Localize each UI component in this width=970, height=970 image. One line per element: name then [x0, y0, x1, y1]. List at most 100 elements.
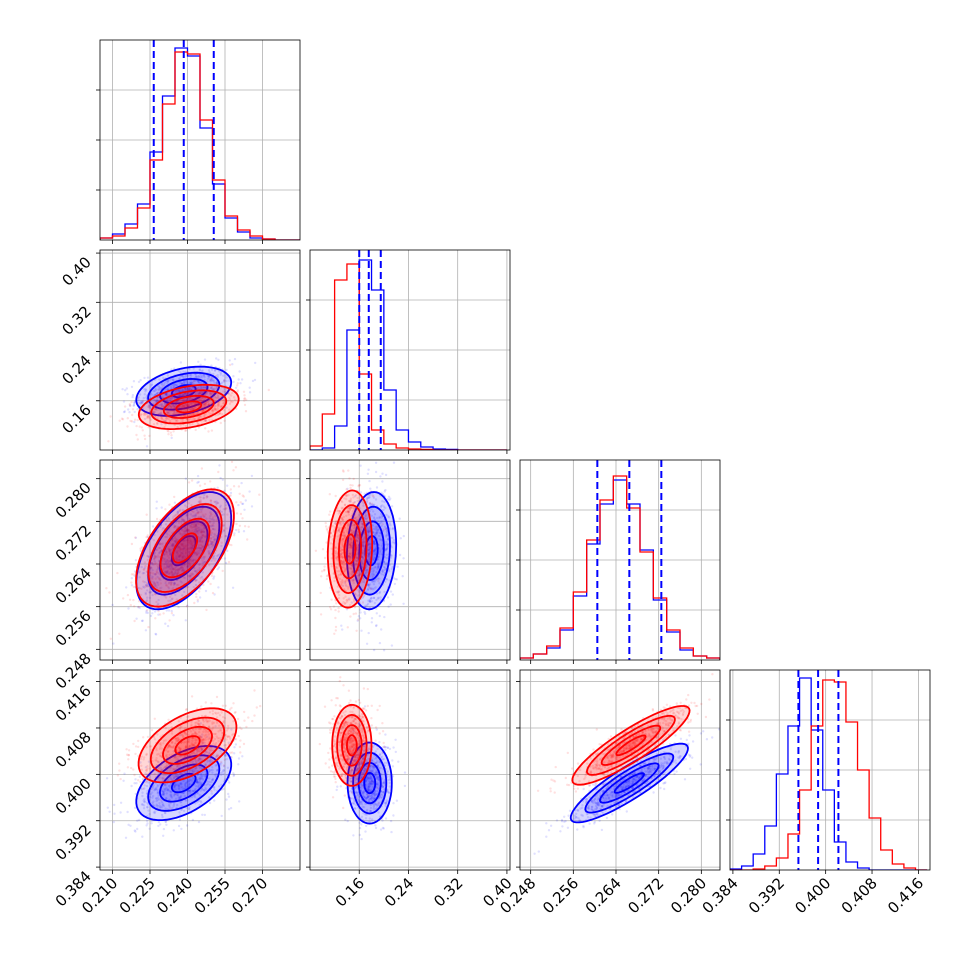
scatter-point [145, 599, 149, 602]
scatter-point [199, 783, 202, 786]
scatter-point [172, 614, 175, 617]
scatter-point [183, 590, 186, 594]
scatter-point [165, 394, 168, 397]
scatter-point [204, 427, 207, 430]
scatter-point [243, 397, 246, 400]
scatter-point [198, 537, 201, 540]
density-fill [136, 492, 232, 610]
scatter-point [162, 376, 165, 380]
scatter-point [196, 781, 199, 784]
scatter-point [159, 578, 162, 582]
scatter-point [376, 516, 379, 520]
scatter-point [162, 834, 165, 837]
scatter-point [201, 733, 204, 736]
scatter-point [167, 572, 170, 575]
scatter-point [174, 775, 177, 778]
scatter-point [353, 495, 357, 498]
scatter-point [133, 400, 136, 403]
scatter-point [123, 410, 127, 413]
scatter-point [181, 518, 184, 521]
scatter-point [367, 583, 370, 586]
scatter-point [368, 502, 372, 505]
scatter-point [146, 611, 149, 615]
scatter-point [145, 535, 148, 539]
scatter-point [341, 537, 345, 541]
scatter-point [198, 529, 201, 532]
scatter-point [172, 750, 175, 753]
scatter-point [189, 408, 192, 411]
histogram-series-0 [520, 479, 720, 660]
scatter-point [338, 509, 341, 513]
scatter-point [163, 563, 166, 566]
histogram-series-0 [100, 47, 300, 240]
scatter-point [225, 368, 228, 372]
scatter-point [215, 755, 218, 759]
scatter-point [206, 782, 210, 786]
scatter-point [146, 585, 150, 588]
scatter-point [159, 805, 162, 808]
contour-line-series-1 [175, 400, 203, 414]
scatter-point [177, 510, 180, 513]
scatter-point [168, 564, 171, 567]
scatter-point [371, 524, 374, 527]
scatter-point [193, 379, 196, 383]
scatter-point [191, 545, 195, 548]
scatter-point [216, 568, 219, 571]
scatter-point [172, 794, 176, 797]
scatter-point [178, 782, 182, 785]
scatter-point [202, 515, 205, 518]
scatter-point [349, 541, 353, 544]
scatter-point [183, 530, 186, 534]
scatter-point [203, 378, 206, 382]
scatter-point [165, 570, 169, 574]
scatter-point [187, 561, 190, 564]
density-fill [163, 395, 214, 418]
scatter-point [223, 754, 227, 757]
scatter-point [379, 596, 382, 599]
scatter-point [170, 436, 173, 440]
scatter-point [375, 624, 378, 627]
scatter-point [180, 782, 183, 785]
scatter-point [209, 392, 212, 395]
scatter-point [198, 417, 201, 420]
scatter-point [172, 567, 175, 571]
scatter-point [385, 556, 388, 560]
scatter-point [356, 540, 359, 543]
scatter-point [243, 403, 247, 407]
scatter-point [345, 488, 348, 491]
scatter-point [205, 783, 208, 787]
scatter-point [180, 543, 183, 546]
scatter-point [214, 395, 217, 399]
scatter-point [195, 529, 199, 533]
scatter-point [342, 564, 345, 567]
scatter-point [200, 391, 203, 394]
scatter-point [372, 648, 376, 652]
scatter-point [157, 613, 160, 616]
scatter-point [366, 587, 370, 591]
scatter-point [181, 788, 184, 791]
scatter-point [157, 572, 160, 575]
scatter-point [168, 545, 171, 549]
scatter-point [373, 542, 376, 545]
scatter-point [189, 558, 192, 561]
scatter-point [208, 564, 211, 567]
scatter-point [345, 495, 348, 498]
scatter-point [180, 517, 183, 520]
scatter-point [154, 408, 157, 411]
scatter-point [192, 559, 195, 563]
scatter-point [372, 516, 376, 519]
scatter-point [210, 429, 214, 432]
scatter-point [361, 500, 364, 503]
scatter-point [164, 571, 167, 574]
scatter-point [181, 404, 184, 408]
scatter-point [373, 513, 377, 516]
scatter-point [380, 524, 383, 528]
scatter-point [180, 581, 183, 584]
scatter-point [362, 557, 365, 560]
scatter-point [347, 585, 350, 589]
scatter-point [129, 404, 132, 407]
scatter-point [212, 577, 215, 580]
scatter-point [202, 409, 205, 412]
scatter-point [105, 587, 108, 590]
scatter-point [362, 577, 365, 580]
